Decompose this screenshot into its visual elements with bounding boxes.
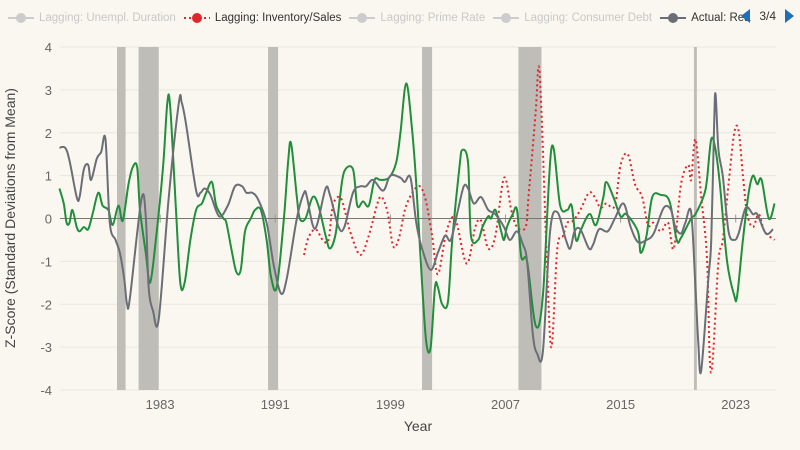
y-tick-label: 2 <box>45 126 52 141</box>
legend-item-label: Lagging: Inventory/Sales <box>214 12 342 24</box>
y-tick-label: -4 <box>40 383 52 398</box>
legend-item-1[interactable]: Lagging: Inventory/Sales <box>183 12 342 24</box>
legend: Lagging: Unempl. Duration Lagging: Invent… <box>0 0 800 36</box>
y-tick-label: 0 <box>45 212 52 227</box>
triangle-left-icon[interactable] <box>741 9 751 23</box>
legend-pager: 3/4 <box>741 9 794 23</box>
x-tick-label: 2015 <box>606 397 635 412</box>
legend-item-2[interactable]: Lagging: Prime Rate <box>349 12 485 24</box>
y-tick-label: -3 <box>40 340 52 355</box>
legend-item-0[interactable]: Lagging: Unempl. Duration <box>8 12 176 24</box>
series-line-2 <box>59 92 774 375</box>
series-line-1 <box>58 82 776 354</box>
triangle-right-icon[interactable] <box>785 9 794 23</box>
x-tick-label: 1983 <box>146 397 175 412</box>
legend-item-3[interactable]: Lagging: Consumer Debt <box>493 12 652 24</box>
legend-item-label: Lagging: Prime Rate <box>380 12 486 24</box>
x-tick-label: 1991 <box>261 397 290 412</box>
legend-item-label: Lagging: Consumer Debt <box>524 12 653 24</box>
legend-marker-icon <box>8 13 34 23</box>
y-tick-label: -2 <box>40 297 52 312</box>
legend-page-indicator: 3/4 <box>759 9 776 23</box>
y-tick-label: 1 <box>45 169 52 184</box>
y-tick-label: 4 <box>45 40 52 55</box>
x-tick-label: 2007 <box>491 397 520 412</box>
x-tick-label: 2023 <box>721 397 750 412</box>
series-lines <box>58 65 776 375</box>
legend-marker-icon <box>493 13 520 23</box>
y-tick-label: 3 <box>45 83 52 98</box>
y-tick-label: -1 <box>40 254 52 269</box>
legend-item-label: Actual: Rea <box>691 12 751 24</box>
x-axis-title: Year <box>404 418 433 434</box>
legend-marker-icon <box>183 13 210 23</box>
x-tick-label: 1999 <box>376 397 405 412</box>
x-axis-ticks: 1983 1991 1999 2007 2015 2023 <box>146 214 750 412</box>
legend-item-label: Lagging: Unempl. Duration <box>39 12 176 24</box>
legend-item-4[interactable]: Actual: Rea <box>660 12 751 24</box>
legend-marker-icon <box>349 13 376 23</box>
y-axis-ticks: 4 3 2 1 0 -1 -2 -3 -4 <box>40 40 52 398</box>
legend-marker-icon <box>660 13 687 23</box>
series-line-0 <box>303 65 776 374</box>
y-axis-title: Z-Score (Standard Deviations from Mean) <box>2 88 18 348</box>
